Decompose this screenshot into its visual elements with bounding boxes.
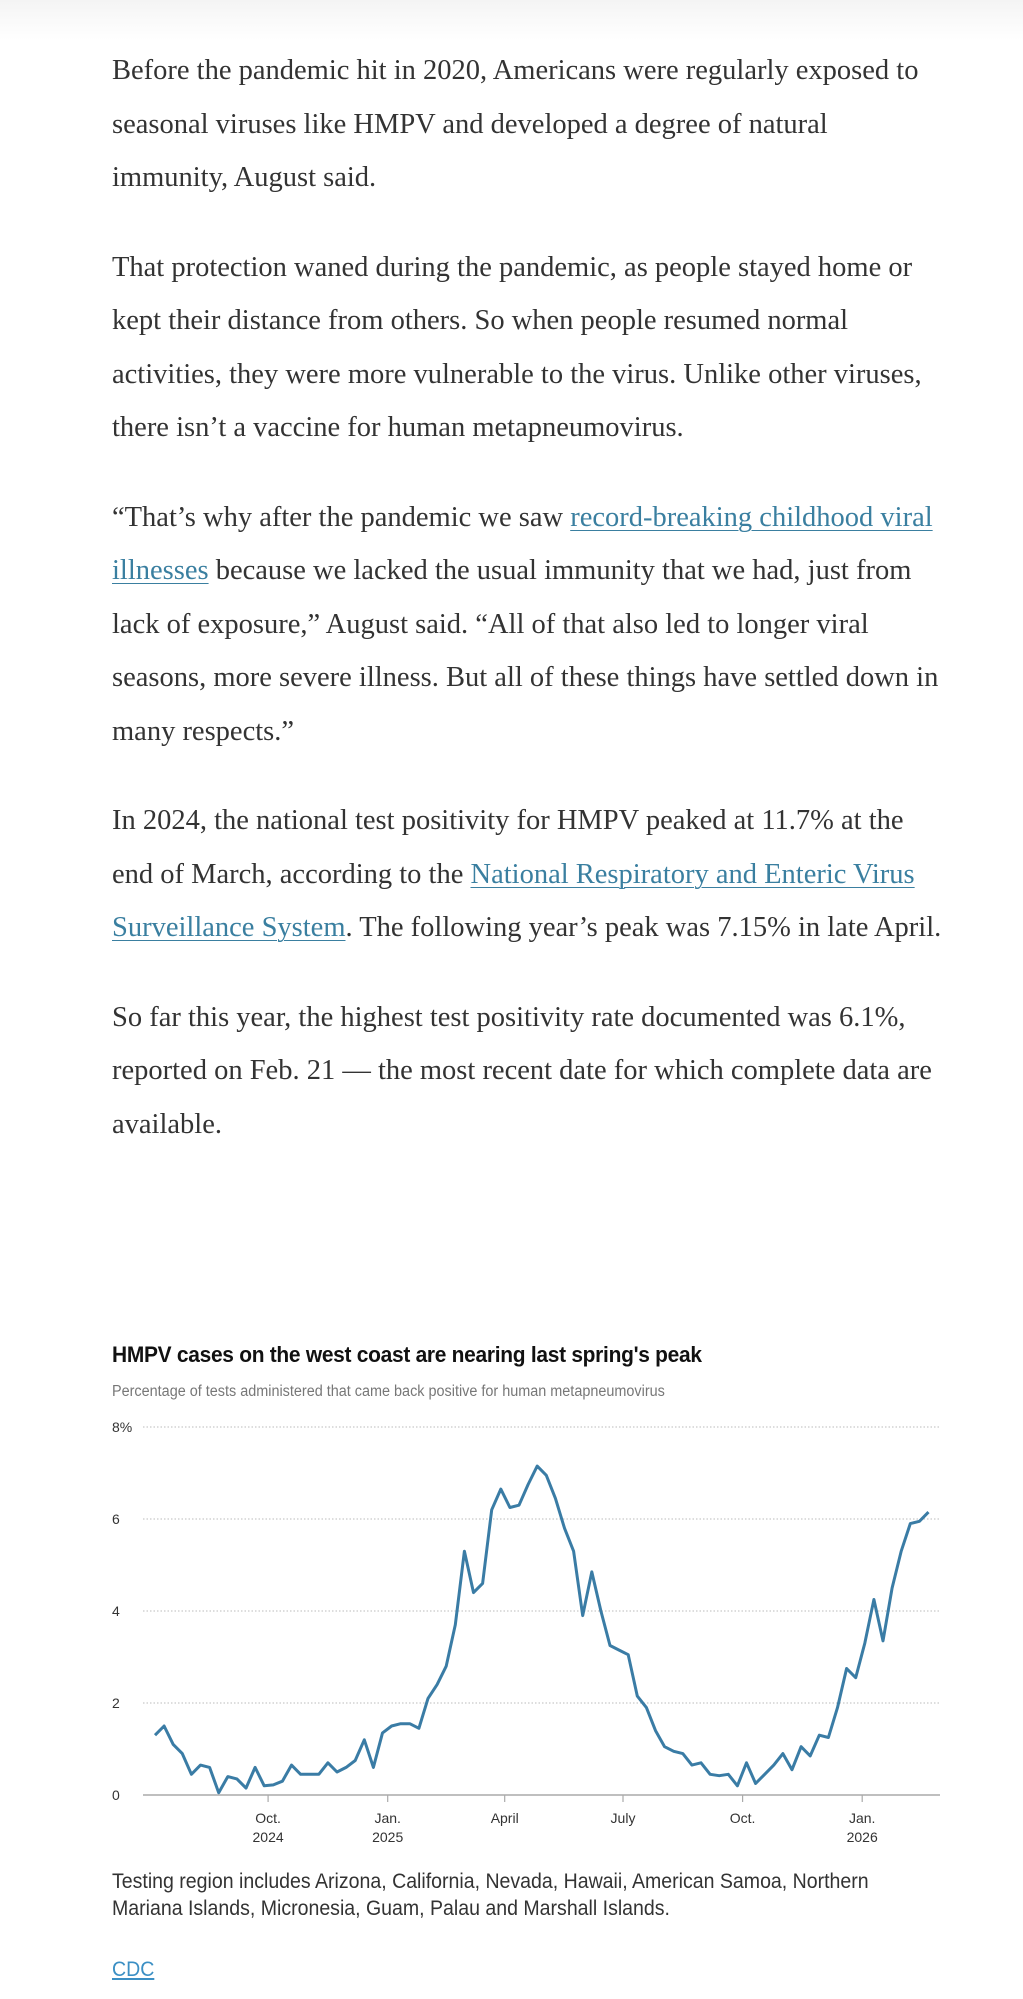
text: “That’s why after the pandemic we saw — [112, 501, 571, 533]
record-breaking-link[interactable]: record-breaking childhood viral illnesse… — [112, 501, 933, 587]
x-tick-label: Jan. — [374, 1810, 400, 1826]
x-tick-label: April — [491, 1810, 519, 1826]
article-body: Before the pandemic hit in 2020, America… — [112, 44, 944, 1187]
top-fade — [0, 0, 1023, 40]
chart-title: HMPV cases on the west coast are nearing… — [112, 1342, 702, 1367]
series-line — [153, 1464, 930, 1795]
text: because we lacked the usual immunity tha… — [112, 555, 939, 747]
paragraph: “That’s why after the pandemic we saw re… — [112, 491, 944, 759]
x-tick-year: 2025 — [372, 1829, 403, 1845]
y-tick-label: 6 — [112, 1511, 120, 1527]
x-tick-label: Oct. — [255, 1810, 281, 1826]
text: . The following year’s peak was 7.15% in… — [345, 912, 942, 943]
chart-caption: Testing region includes Arizona, Califor… — [112, 1870, 869, 1920]
y-tick-label: 8% — [112, 1419, 132, 1435]
nrevss-link[interactable]: National Respiratory and Enteric Virus S… — [112, 858, 915, 944]
paragraph: Before the pandemic hit in 2020, America… — [112, 55, 919, 193]
x-tick-year: 2024 — [253, 1829, 284, 1845]
paragraph: In 2024, the national test positivity fo… — [112, 794, 944, 955]
text: In 2024, the national test positivity fo… — [112, 805, 904, 890]
x-tick-label: Jan. — [849, 1810, 875, 1826]
paragraph: That protection waned during the pandemi… — [112, 251, 922, 444]
line-chart: 0 2 4 6 8% Oct. 2024 Jan. 2025 April July Oct. Jan. 2… — [112, 1419, 940, 1845]
chart-subtitle: Percentage of tests administered that ca… — [112, 1383, 665, 1400]
y-tick-label: 0 — [112, 1787, 120, 1803]
source-link[interactable]: CDC — [112, 1958, 155, 1981]
y-tick-label: 4 — [112, 1603, 120, 1619]
x-tick-label: Oct. — [730, 1810, 756, 1826]
x-tick-label: July — [611, 1810, 636, 1826]
x-tick-year: 2026 — [847, 1829, 878, 1845]
y-tick-label: 2 — [112, 1695, 120, 1711]
paragraph: So far this year, the highest test posit… — [112, 1001, 932, 1140]
